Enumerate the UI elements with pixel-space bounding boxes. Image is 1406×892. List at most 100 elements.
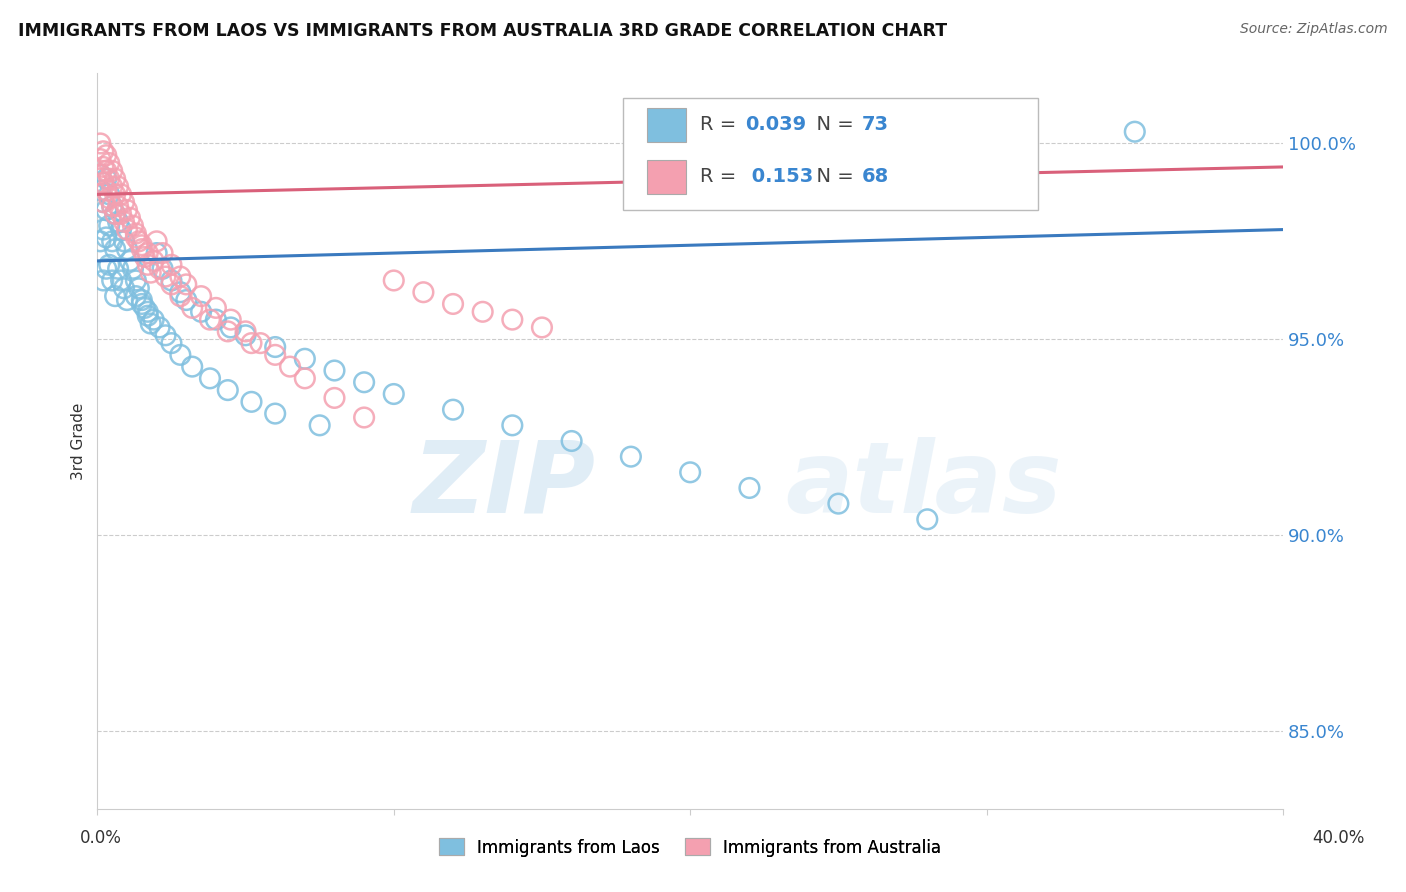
Point xyxy=(353,376,375,390)
Point xyxy=(264,407,287,421)
Point xyxy=(125,273,148,287)
Point xyxy=(91,222,114,236)
Point xyxy=(134,301,156,315)
Point xyxy=(128,281,150,295)
Point xyxy=(139,266,162,280)
Text: 0.153: 0.153 xyxy=(745,167,814,186)
Text: R =: R = xyxy=(700,115,742,135)
Point xyxy=(91,145,114,159)
Point xyxy=(136,305,159,319)
Text: 0.0%: 0.0% xyxy=(80,829,122,847)
Point xyxy=(278,359,301,374)
Point xyxy=(323,391,346,405)
Text: 40.0%: 40.0% xyxy=(1312,829,1365,847)
Point xyxy=(91,160,114,174)
Point xyxy=(219,312,242,326)
Point xyxy=(96,171,118,186)
Point xyxy=(91,176,114,190)
Point xyxy=(240,336,263,351)
Text: N =: N = xyxy=(804,167,860,186)
Point xyxy=(827,497,849,511)
Point xyxy=(382,387,405,401)
Text: Source: ZipAtlas.com: Source: ZipAtlas.com xyxy=(1240,22,1388,37)
Text: R =: R = xyxy=(700,167,742,186)
Point xyxy=(155,328,177,343)
Point xyxy=(149,320,172,334)
Point xyxy=(145,246,167,260)
Point xyxy=(115,242,138,256)
Point xyxy=(101,164,124,178)
Point xyxy=(169,289,191,303)
Point xyxy=(145,235,167,249)
Point xyxy=(136,258,159,272)
Point xyxy=(101,179,124,194)
Point xyxy=(217,383,239,397)
Point xyxy=(112,195,135,210)
Point xyxy=(501,312,523,326)
Point xyxy=(98,258,121,272)
Point xyxy=(125,227,148,241)
Point xyxy=(205,312,228,326)
Point xyxy=(112,235,135,249)
Point xyxy=(1123,125,1146,139)
Point xyxy=(115,202,138,217)
Point xyxy=(122,261,145,276)
Point xyxy=(323,363,346,377)
Point xyxy=(160,273,183,287)
Point xyxy=(136,246,159,260)
Point xyxy=(96,183,118,197)
Point xyxy=(190,289,212,303)
Text: N =: N = xyxy=(804,115,860,135)
Point xyxy=(160,336,183,351)
Point xyxy=(198,371,221,385)
Point xyxy=(240,394,263,409)
Point xyxy=(104,207,127,221)
Text: atlas: atlas xyxy=(785,437,1062,533)
Point xyxy=(98,219,121,233)
Point xyxy=(149,261,172,276)
Point xyxy=(104,242,127,256)
Y-axis label: 3rd Grade: 3rd Grade xyxy=(72,402,86,480)
Point xyxy=(264,348,287,362)
Point xyxy=(382,273,405,287)
Point xyxy=(217,324,239,338)
Point xyxy=(160,258,183,272)
Text: IMMIGRANTS FROM LAOS VS IMMIGRANTS FROM AUSTRALIA 3RD GRADE CORRELATION CHART: IMMIGRANTS FROM LAOS VS IMMIGRANTS FROM … xyxy=(18,22,948,40)
Point xyxy=(738,481,761,495)
Point xyxy=(353,410,375,425)
Point xyxy=(125,230,148,244)
Text: 73: 73 xyxy=(862,115,889,135)
Point xyxy=(131,242,153,256)
Point xyxy=(142,312,165,326)
Point xyxy=(104,171,127,186)
Point xyxy=(110,273,132,287)
Point xyxy=(110,187,132,202)
Point xyxy=(91,195,114,210)
Point xyxy=(91,176,114,190)
Point xyxy=(112,215,135,229)
Point xyxy=(169,269,191,284)
Point xyxy=(308,418,330,433)
Point xyxy=(118,211,141,225)
Point xyxy=(107,199,129,213)
Point xyxy=(125,289,148,303)
Point xyxy=(235,324,257,338)
Point xyxy=(107,261,129,276)
Point xyxy=(96,202,118,217)
Point xyxy=(136,309,159,323)
Point xyxy=(264,340,287,354)
Point xyxy=(174,293,197,307)
Text: ZIP: ZIP xyxy=(412,437,595,533)
Point xyxy=(96,164,118,178)
Point xyxy=(294,371,316,385)
Point xyxy=(441,297,464,311)
Point xyxy=(134,250,156,264)
Point xyxy=(96,148,118,162)
Point xyxy=(101,199,124,213)
Point xyxy=(107,215,129,229)
Point xyxy=(169,285,191,300)
Point xyxy=(501,418,523,433)
Point xyxy=(131,238,153,252)
Point xyxy=(412,285,434,300)
Point xyxy=(110,222,132,236)
